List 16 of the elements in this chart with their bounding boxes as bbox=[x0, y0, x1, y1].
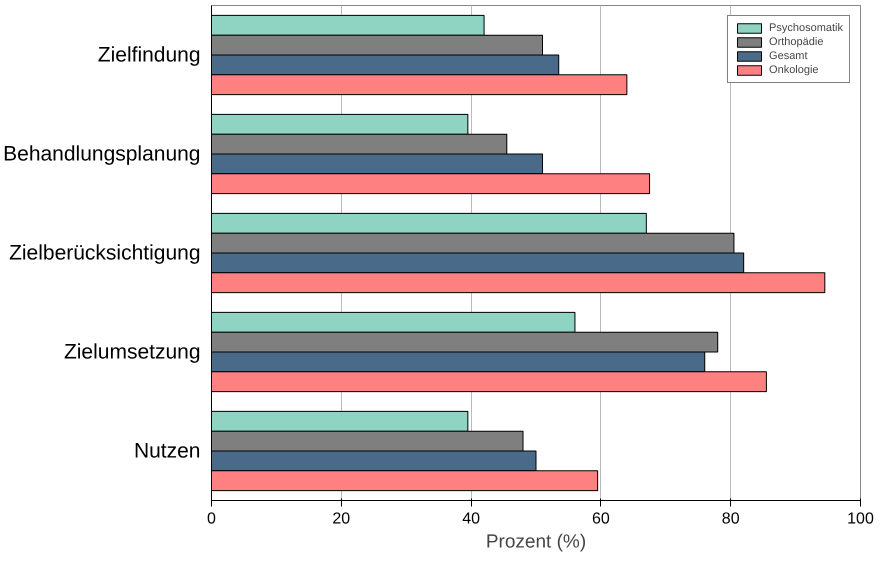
y-tick-label: Zielumsetzung bbox=[64, 340, 200, 364]
x-axis-title: Prozent (%) bbox=[486, 532, 586, 552]
x-tick-label: 20 bbox=[332, 510, 350, 528]
legend-label: Onkologie bbox=[769, 64, 819, 76]
legend-label: Gesamt bbox=[769, 50, 808, 62]
y-tick-label: Zielberücksichtigung bbox=[9, 242, 201, 264]
y-tick-label: Behandlungsplanung bbox=[3, 142, 201, 166]
x-tick-label: 40 bbox=[462, 510, 480, 528]
x-tick-label: 80 bbox=[722, 510, 740, 528]
y-tick-label: Zielfindung bbox=[98, 44, 200, 66]
legend-label: Psychosomatik bbox=[769, 22, 843, 34]
x-tick-label: 60 bbox=[592, 510, 610, 528]
x-tick-label: 0 bbox=[207, 510, 216, 528]
legend-label: Orthopädie bbox=[769, 36, 824, 48]
y-tick-label: Nutzen bbox=[134, 440, 201, 462]
x-tick-label: 100 bbox=[847, 510, 874, 528]
